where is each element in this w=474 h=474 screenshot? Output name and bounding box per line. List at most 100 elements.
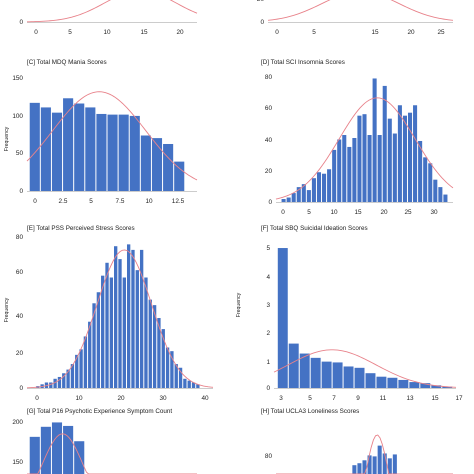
bar [83, 336, 88, 388]
bar [372, 78, 377, 202]
panel-f: [F] Total SBQ Suicidal Ideation Scores Fr… [236, 225, 463, 402]
bar [327, 169, 332, 202]
normal-curve [26, 249, 214, 389]
bar [337, 139, 342, 202]
y-tick-label: 150 [12, 459, 23, 466]
x-tick-label: 10 [330, 209, 338, 216]
bar [413, 105, 418, 202]
x-tick-label: 5 [68, 29, 72, 36]
bar [296, 187, 301, 202]
bar [382, 85, 387, 202]
bar [443, 194, 448, 202]
bar [310, 357, 321, 388]
bar [85, 107, 96, 191]
x-tick-label: 30 [159, 395, 167, 402]
x-tick-label: 10 [75, 395, 83, 402]
bar [114, 246, 118, 388]
normal-curve [26, 91, 198, 181]
bar [118, 259, 122, 388]
panel-title: [D] Total SCI Insomnia Scores [261, 59, 345, 66]
y-tick-label: 5 [266, 245, 270, 252]
panel-c: [C] Total MDQ Mania Scores Frequency 0 2.5 5… [4, 59, 198, 205]
bar [29, 102, 40, 191]
x-tick-label: 25 [404, 209, 412, 216]
bar [342, 135, 347, 202]
bar [376, 376, 387, 388]
bar [148, 299, 152, 388]
bar [316, 172, 322, 202]
y-tick-label: 50 [16, 150, 24, 157]
bar [431, 385, 442, 388]
x-tick-label: 15 [140, 29, 148, 36]
bar [183, 378, 187, 388]
bar [377, 445, 382, 474]
x-tick-label: 40 [201, 395, 209, 402]
y-tick-label: 0 [19, 385, 23, 392]
y-tick-label: 60 [16, 269, 24, 276]
bar [299, 353, 310, 388]
bar [105, 262, 109, 388]
bar [442, 386, 453, 388]
bar [377, 135, 382, 202]
bar [343, 366, 354, 388]
x-tick-label: 20 [117, 395, 125, 402]
bar [196, 384, 200, 388]
panel-e: [E] Total PSS Perceived Stress Scores Fre… [4, 225, 214, 402]
bar [29, 436, 40, 474]
bar [409, 382, 420, 388]
y-tick-label: 0 [268, 199, 272, 206]
bar [53, 378, 57, 388]
x-tick-label: 0 [33, 198, 37, 205]
bar [79, 349, 83, 388]
y-tick-label: 1 [266, 359, 270, 366]
bar [301, 184, 306, 202]
bar [151, 138, 163, 191]
bar [321, 361, 332, 388]
normal-curve [275, 97, 454, 200]
x-tick-label: 5 [307, 209, 311, 216]
x-tick-label: 9 [356, 395, 360, 402]
bar [96, 113, 107, 191]
bar [387, 377, 398, 388]
bar [382, 453, 387, 474]
y-tick-label: 20 [16, 350, 24, 357]
bar [362, 460, 367, 474]
x-tick-label: 0 [281, 209, 285, 216]
bar [367, 135, 372, 202]
bar [139, 249, 144, 388]
bar [51, 422, 63, 474]
normal-curve [26, 0, 198, 23]
panel-title: [F] Total SBQ Suicidal Ideation Scores [261, 225, 368, 232]
panel-b: 0 5 15 20 25 0 20 [257, 0, 454, 36]
bar [75, 354, 79, 388]
y-tick-label: 20 [265, 168, 273, 175]
bar [126, 244, 131, 388]
x-tick-label: 20 [176, 29, 184, 36]
x-tick-label: 0 [275, 29, 279, 36]
bar [163, 143, 174, 191]
bar [140, 135, 151, 191]
bar [157, 318, 161, 388]
bar [174, 161, 185, 191]
bar [191, 382, 196, 388]
bar [402, 115, 407, 202]
bar [122, 277, 126, 388]
bar [165, 347, 170, 388]
normal-curve [273, 349, 457, 388]
x-tick-label: 3 [279, 395, 283, 402]
y-tick-label: 0 [19, 19, 23, 26]
bar [57, 376, 62, 388]
bar [131, 249, 135, 388]
bar [438, 187, 443, 202]
bar [362, 114, 367, 202]
x-tick-label: 20 [407, 29, 415, 36]
bar [352, 465, 357, 474]
bar [63, 425, 74, 474]
x-tick-label: 15 [354, 209, 362, 216]
x-tick-label: 10 [145, 198, 153, 205]
panel-g: [G] Total P16 Psychotic Experience Sympt… [12, 408, 197, 474]
bar [286, 197, 291, 202]
bar [135, 270, 139, 388]
x-tick-label: 25 [437, 29, 445, 36]
